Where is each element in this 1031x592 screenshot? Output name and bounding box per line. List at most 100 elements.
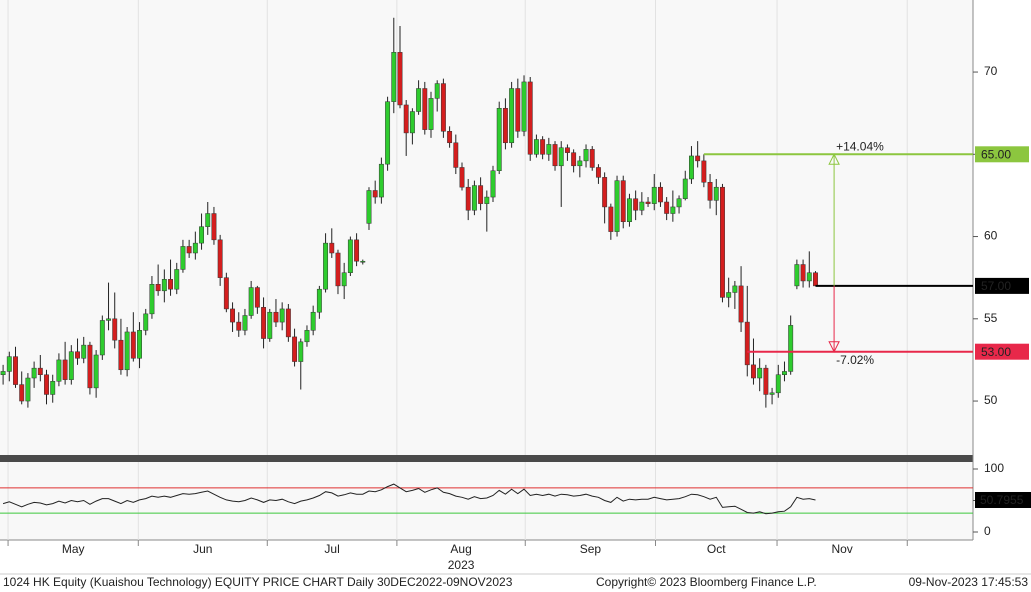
- candle-body: [651, 186, 657, 204]
- y-tick-label: 50: [984, 393, 998, 407]
- candle-body: [788, 325, 794, 372]
- candle-body: [217, 239, 223, 278]
- candle-body: [664, 201, 670, 214]
- candle-body: [521, 81, 527, 132]
- y-tick-label: 70: [984, 64, 998, 78]
- candle-body: [316, 288, 322, 313]
- level-label: 53.00: [981, 345, 1011, 359]
- candle-body: [465, 186, 471, 211]
- candle-body: [50, 381, 56, 395]
- candle-body: [112, 318, 118, 341]
- candle-body: [304, 330, 310, 343]
- candle-body: [751, 364, 756, 379]
- candle-body: [68, 351, 74, 380]
- candle-body: [143, 313, 149, 331]
- candle-body: [409, 111, 415, 134]
- candle-body: [87, 344, 93, 389]
- level-label: 65.00: [981, 147, 1011, 161]
- candle-body: [347, 239, 353, 273]
- x-tick-label: Aug: [450, 542, 471, 556]
- candle-body: [620, 180, 626, 222]
- rsi-panel: [0, 462, 973, 540]
- x-tick-label: Jul: [324, 542, 339, 556]
- candle-body: [341, 272, 347, 287]
- level-label: 57.00: [981, 279, 1011, 293]
- candle-body: [223, 277, 229, 310]
- candle-body: [527, 81, 533, 155]
- candle-body: [267, 311, 273, 339]
- timestamp: 09-Nov-2023 17:45:53: [909, 575, 1029, 589]
- arrow-head: [828, 341, 840, 353]
- candle-body: [199, 226, 204, 244]
- candle-body: [130, 331, 136, 359]
- candle-body: [726, 292, 732, 298]
- candle-body: [279, 308, 285, 323]
- candle-body: [682, 178, 688, 199]
- candle-body: [583, 149, 589, 162]
- candle-body: [31, 367, 37, 379]
- candle-body: [670, 206, 676, 214]
- candle-body: [564, 147, 570, 153]
- candle-body: [56, 359, 62, 382]
- candle-body: [81, 344, 87, 359]
- candle-body: [186, 246, 192, 254]
- candle-body: [701, 160, 707, 183]
- candle-body: [124, 331, 130, 371]
- candle-body: [254, 287, 260, 308]
- rsi-line: [2, 483, 816, 515]
- candle-body: [577, 160, 583, 167]
- candle-body: [6, 356, 12, 372]
- candle-body: [471, 185, 477, 211]
- candle-body: [385, 101, 391, 165]
- candle-body: [37, 367, 43, 375]
- copyright: Copyright© 2023 Bloomberg Finance L.P.: [596, 575, 817, 589]
- candle-body: [298, 341, 304, 362]
- year-label: 2023: [448, 558, 475, 572]
- x-tick-label: May: [62, 542, 85, 556]
- candle-body: [763, 367, 769, 395]
- candle-body: [323, 242, 329, 290]
- candle-body: [192, 242, 198, 254]
- candle-body: [397, 52, 403, 106]
- x-tick-label: Nov: [831, 542, 852, 556]
- candle-body: [416, 88, 422, 112]
- candle-body: [310, 311, 316, 331]
- candle-body: [552, 144, 558, 167]
- candle-body: [378, 163, 384, 198]
- level-box: [975, 277, 1029, 294]
- candle-body: [242, 315, 248, 331]
- rsi-last-label: 50.7955: [980, 493, 1024, 507]
- candle-body: [168, 279, 173, 290]
- candle-body: [509, 88, 515, 144]
- y-tick-label: 100: [984, 461, 1004, 475]
- level-box: [975, 146, 1029, 163]
- candle-body: [25, 377, 31, 402]
- candle-body: [155, 284, 161, 292]
- candle-body: [595, 167, 601, 178]
- footer-title: 1024 HK Equity (Kuaishou Technology) EQU…: [3, 575, 513, 589]
- candle-body: [440, 83, 446, 132]
- y-tick-label: 55: [984, 311, 998, 325]
- candle-body: [372, 190, 378, 198]
- candle-body: [558, 147, 564, 167]
- candle-body: [540, 139, 546, 155]
- candle-body: [174, 269, 180, 290]
- candle-body: [502, 107, 508, 144]
- candle-body: [614, 180, 620, 232]
- candle-body: [99, 320, 105, 356]
- candle-body: [645, 201, 651, 204]
- candle-body: [689, 155, 694, 180]
- candle-body: [211, 213, 217, 241]
- candle-body: [422, 88, 428, 130]
- candle-body: [490, 170, 496, 198]
- candle-body: [434, 83, 440, 99]
- candle-body: [720, 186, 725, 298]
- candle-body: [695, 155, 701, 162]
- candle-body: [633, 198, 639, 211]
- candle-body: [161, 279, 167, 292]
- candle-body: [626, 198, 632, 222]
- candle-body: [782, 371, 787, 375]
- candle-body: [676, 198, 682, 208]
- candle-body: [657, 186, 663, 203]
